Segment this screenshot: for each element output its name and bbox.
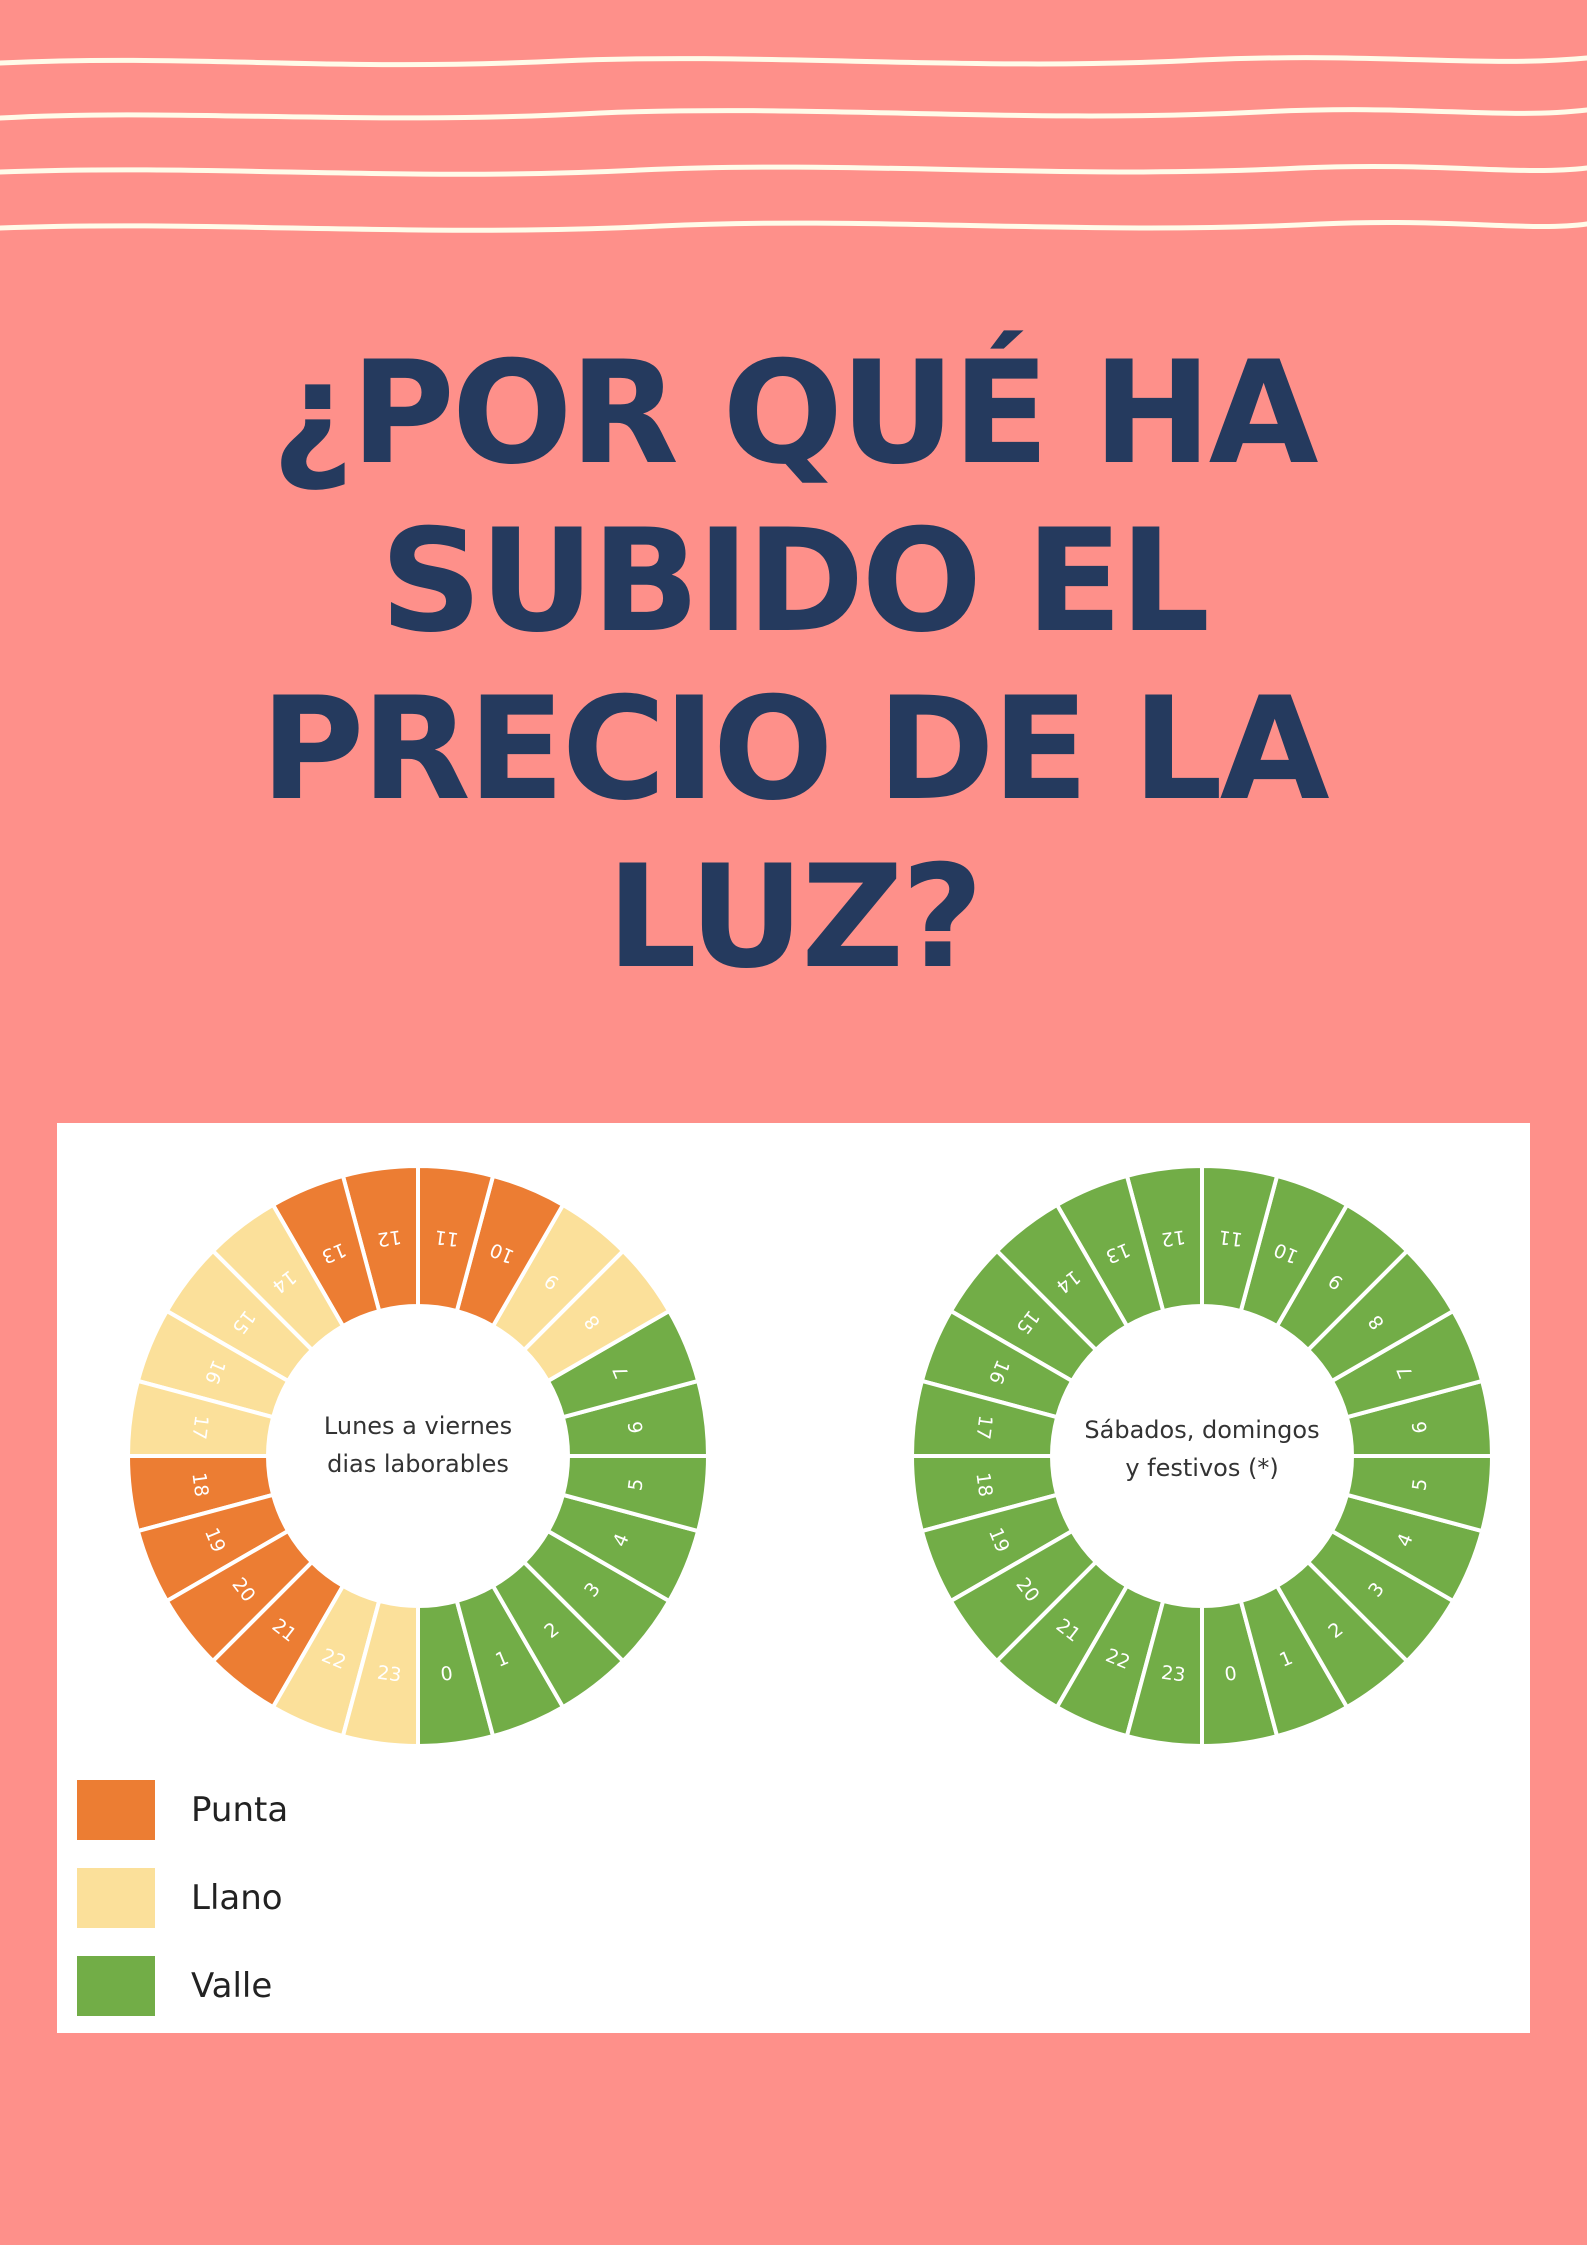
- hour-label-0: 0: [439, 1662, 454, 1685]
- legend-swatch-llano: [77, 1868, 155, 1928]
- hour-label-23: 23: [1160, 1662, 1187, 1687]
- page-title: ¿POR QUÉ HA SUBIDO EL PRECIO DE LA LUZ?: [140, 330, 1447, 1002]
- hour-label-12: 12: [376, 1225, 403, 1250]
- hour-label-12: 12: [1160, 1225, 1187, 1250]
- hour-label-11: 11: [433, 1225, 460, 1250]
- weekend-donut-chart: 01234567891011121314151617181920212223Sá…: [909, 1163, 1495, 1749]
- hour-label-23: 23: [376, 1662, 403, 1687]
- center-label-line: Sábados, domingos: [1084, 1416, 1319, 1444]
- hour-label-5: 5: [1408, 1477, 1431, 1492]
- title-line: SUBIDO EL: [379, 499, 1210, 664]
- title-line: LUZ?: [606, 835, 983, 1000]
- center-label-line: dias laborables: [327, 1450, 509, 1478]
- weekday-donut-chart: 01234567891011121314151617181920212223Lu…: [125, 1163, 711, 1749]
- hour-label-18: 18: [187, 1471, 212, 1498]
- legend-swatch-valle: [77, 1956, 155, 2016]
- center-label-line: Lunes a viernes: [324, 1412, 512, 1440]
- legend-swatch-punta: [77, 1780, 155, 1840]
- hour-label-6: 6: [624, 1420, 647, 1435]
- hour-label-6: 6: [1408, 1420, 1431, 1435]
- chart-panel: 0 1 2 3 4 5 6 7 8 9 10 11 12 13 14 15 16 17 18 19 20 21 22 23 Lu…: [57, 1123, 1530, 2033]
- title-line: ¿POR QUÉ HA: [271, 331, 1318, 496]
- hour-label-0: 0: [1223, 1662, 1238, 1685]
- legend-label-punta: Punta: [191, 1790, 289, 1830]
- hour-label-5: 5: [624, 1477, 647, 1492]
- hour-label-18: 18: [971, 1471, 996, 1498]
- hour-label-17: 17: [187, 1414, 212, 1441]
- center-label-line: y festivos (*): [1125, 1454, 1278, 1482]
- hour-segment-23: [1124, 1598, 1204, 1749]
- legend-label-llano: Llano: [191, 1878, 283, 1918]
- hour-segment-23: [340, 1598, 420, 1749]
- decorative-waves: [0, 55, 1587, 233]
- hour-label-11: 11: [1217, 1225, 1244, 1250]
- legend-label-valle: Valle: [191, 1966, 273, 2006]
- title-line: PRECIO DE LA: [260, 667, 1329, 832]
- hour-label-17: 17: [971, 1414, 996, 1441]
